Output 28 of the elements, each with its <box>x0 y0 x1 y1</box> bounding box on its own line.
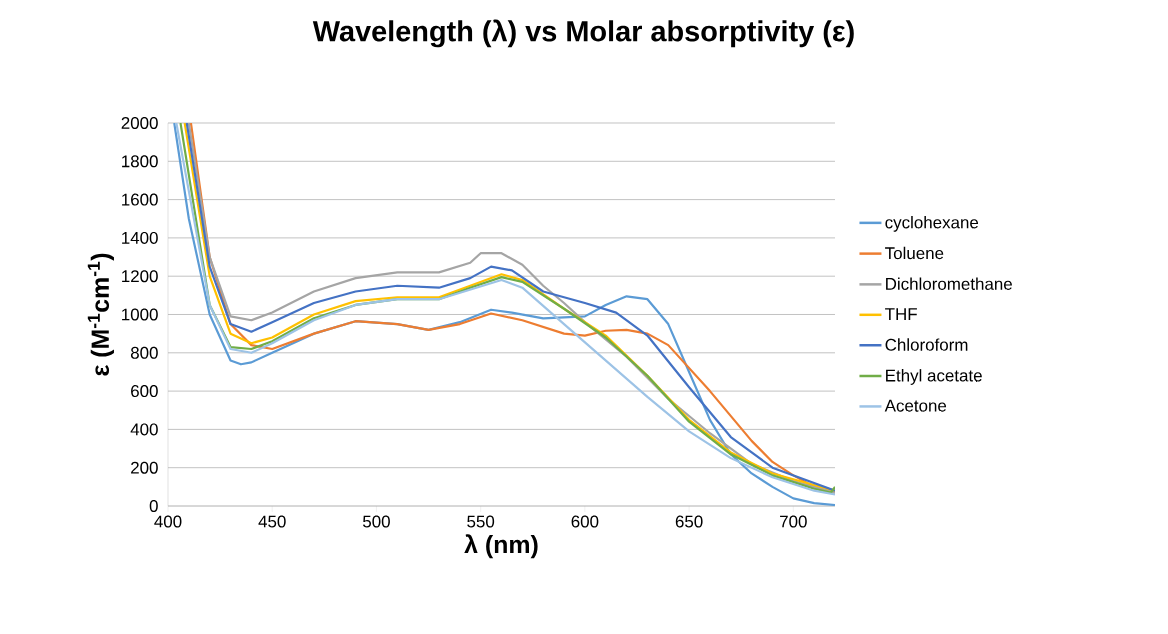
y-tick-label: 600 <box>131 385 158 398</box>
legend-label: Chloroform <box>885 338 968 351</box>
y-tick-label: 1400 <box>122 231 158 244</box>
x-tick-label: 500 <box>362 515 390 528</box>
y-tick-label: 2000 <box>121 117 158 129</box>
legend-label: Ethyl acetate <box>886 369 982 385</box>
x-axis-title: λ (nm) <box>464 534 538 559</box>
legend-label: Toluene <box>885 246 944 260</box>
legend-label: Dichloromethane <box>886 277 1012 290</box>
y-tick-label: 1800 <box>122 155 158 168</box>
x-tick-label: 600 <box>571 515 599 528</box>
y-tick-label: 1200 <box>122 270 158 283</box>
y-tick-label: 200 <box>131 461 158 474</box>
x-tick-label: 450 <box>258 515 286 528</box>
legend-label: THF <box>885 308 917 320</box>
legend-label: Acetone <box>884 399 947 412</box>
x-tick-label: 400 <box>154 515 182 528</box>
y-tick-label: 1600 <box>122 193 158 206</box>
x-tick-label: 700 <box>780 515 807 528</box>
y-tick-label: 1000 <box>122 308 158 321</box>
y-tick-label: 800 <box>130 346 158 359</box>
y-tick-label: 0 <box>149 500 158 512</box>
legend-label: cyclohexane <box>885 215 979 232</box>
chart-title: Wavelength (λ) vs Molar absorptivity (ε) <box>312 19 854 48</box>
y-axis-title: ε (M$^{-1}$cm$^{-1}$) <box>87 253 114 376</box>
y-tick-label: 400 <box>130 423 158 436</box>
x-tick-label: 550 <box>467 515 495 528</box>
x-tick-label: 650 <box>675 515 703 528</box>
